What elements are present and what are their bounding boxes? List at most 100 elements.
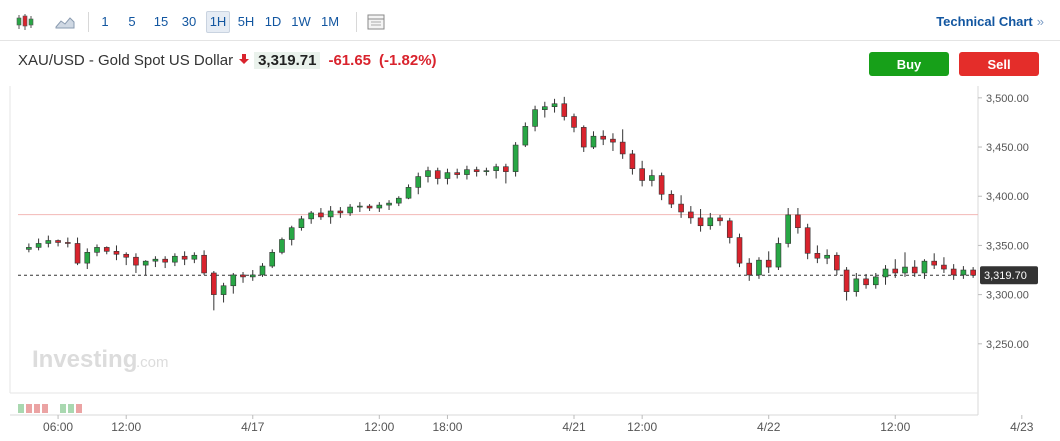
candle-body [181,255,188,260]
candle-body [288,227,295,240]
candle-body [688,211,694,219]
sell-button[interactable]: Sell [959,52,1039,76]
toolbar-divider [356,12,357,32]
candle-body [941,264,947,270]
candle-body [503,166,509,172]
y-tick-label: 3,250.00 [986,339,1029,351]
instrument-header: XAU/USD - Gold Spot US Dollar 3,319.71 -… [18,52,437,69]
candle-body [882,268,889,278]
volume-marker [26,404,32,413]
watermark-brand: Investing [32,346,137,373]
timeframe-1w[interactable]: 1W [291,14,311,29]
candle-body [746,262,753,276]
candle-body [454,172,460,175]
timeframe-1d[interactable]: 1D [264,14,282,29]
timeframe-5[interactable]: 5 [128,14,136,29]
watermark-suffix: .com [136,354,169,371]
candle-body [571,116,577,128]
candle-body [649,175,655,181]
timeframe-15[interactable]: 15 [153,14,169,29]
candle-body [785,214,791,244]
candle-body [911,266,918,274]
candle-body [211,272,217,295]
candle-body [610,138,616,143]
candle-body [376,204,383,209]
chevron-right-icon: » [1036,14,1044,29]
timeframe-1[interactable]: 1 [101,14,109,29]
candle-body [240,274,246,278]
x-tick-label: 12:00 [880,420,910,434]
candle-body [804,227,811,254]
candle-body [960,269,967,276]
candle-body [551,103,558,107]
candle-body [717,217,723,222]
candle-body [259,265,266,276]
y-tick-label: 3,500.00 [986,93,1029,105]
toolbar-divider [88,12,89,32]
candle-body [814,252,821,259]
candle-body [279,239,285,253]
instrument-name: XAU/USD - Gold Spot US Dollar [18,52,234,69]
candle-body [863,278,869,286]
candle-body [532,109,538,127]
candle-body [707,217,714,227]
candle-body [580,127,587,148]
last-price: 3,319.71 [254,52,321,69]
chart-settings-icon[interactable] [363,10,389,34]
candle-body [542,106,548,110]
candle-body [45,240,52,244]
candle-body [308,212,314,220]
candlestick-chart-icon[interactable] [12,10,38,34]
candle-body [172,255,178,263]
candle-body [357,205,363,208]
candle-body [834,254,840,271]
y-tick-label: 3,400.00 [986,191,1029,203]
candle-body [191,254,198,260]
candle-body [931,260,937,266]
x-tick-label: 12:00 [364,420,394,434]
candle-body [892,268,899,274]
price-change: -61.65 [328,52,372,69]
price-change-percent: (-1.82%) [379,52,437,69]
technical-chart-label: Technical Chart [936,14,1033,29]
candle-body [395,197,402,204]
area-chart-icon[interactable] [52,10,78,34]
candle-body [775,243,782,268]
candle-body [113,251,120,255]
volume-marker [76,404,82,413]
chart-toolbar: 1 5 15 30 1H 5H 1D 1W 1M Technical Chart… [0,0,1060,41]
candle-body [765,259,772,268]
timeframe-1m[interactable]: 1M [320,14,340,29]
candle-body [337,210,344,214]
volume-marker [18,404,24,413]
timeframe-30[interactable]: 30 [181,14,197,29]
candle-body [678,203,684,213]
candle-body [142,260,149,266]
candle-body [668,193,675,205]
timeframe-1h[interactable]: 1H [206,11,230,33]
candle-body [590,135,597,148]
candle-body [269,252,276,267]
candle-body [658,175,665,195]
current-price-label: 3,319.70 [984,270,1027,282]
x-tick-label: 4/21 [562,420,586,434]
buy-button[interactable]: Buy [869,52,949,76]
volume-marker [42,404,48,413]
y-tick-label: 3,450.00 [986,142,1029,154]
technical-chart-link[interactable]: Technical Chart» [936,14,1044,29]
timeframe-5h[interactable]: 5H [237,14,255,29]
y-tick-label: 3,300.00 [986,290,1029,302]
candle-body [249,274,256,278]
x-tick-label: 12:00 [627,420,657,434]
candle-body [55,240,61,243]
candle-body [473,169,480,172]
candle-body [795,214,801,229]
candle-body [74,243,81,264]
candle-body [425,170,431,177]
candle-body [230,274,237,287]
x-tick-label: 18:00 [432,420,462,434]
candle-body [629,153,636,169]
candle-body [35,243,42,248]
candle-body [512,144,519,172]
